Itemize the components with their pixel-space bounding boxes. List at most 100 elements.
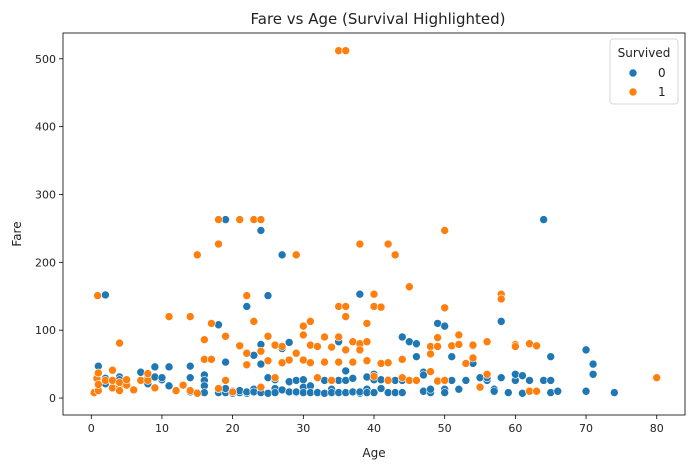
data-point-survived-0	[291, 387, 301, 397]
data-point-survived-0	[376, 384, 386, 393]
data-point-survived-1	[94, 380, 103, 389]
data-point-survived-0	[263, 291, 273, 300]
y-tick-label: 0	[49, 392, 56, 405]
y-tick-label: 500	[35, 53, 56, 66]
data-point-survived-1	[496, 294, 506, 304]
data-point-survived-0	[405, 337, 414, 347]
data-point-survived-1	[362, 319, 372, 328]
data-point-survived-1	[313, 342, 322, 351]
y-axis-label: Fare	[10, 221, 24, 246]
data-point-survived-1	[108, 376, 117, 385]
data-point-survived-0	[200, 388, 209, 397]
data-point-survived-0	[249, 387, 259, 397]
plot-frame	[62, 32, 686, 416]
data-point-survived-1	[200, 335, 209, 344]
data-point-survived-1	[511, 342, 520, 351]
data-point-survived-0	[242, 302, 252, 311]
data-point-survived-1	[433, 376, 442, 386]
data-point-survived-1	[242, 360, 252, 370]
data-point-survived-0	[397, 388, 407, 397]
data-point-survived-1	[108, 365, 117, 375]
data-point-survived-1	[341, 46, 351, 55]
data-point-survived-1	[214, 384, 223, 393]
data-point-survived-1	[390, 250, 400, 260]
data-point-survived-1	[327, 376, 336, 385]
data-point-survived-1	[249, 317, 259, 326]
x-tick-label: 50	[438, 422, 452, 435]
data-point-survived-1	[440, 226, 449, 235]
data-point-survived-0	[588, 359, 598, 369]
data-point-survived-1	[171, 386, 181, 395]
data-point-survived-0	[157, 373, 167, 382]
legend-title: Survived	[618, 46, 671, 60]
y-tick-label: 100	[35, 324, 56, 337]
data-point-survived-0	[588, 369, 598, 379]
data-point-survived-1	[306, 358, 315, 368]
data-point-survived-1	[192, 388, 202, 398]
data-point-survived-1	[143, 369, 153, 378]
data-point-survived-0	[539, 215, 548, 224]
data-point-survived-1	[207, 355, 216, 364]
data-point-survived-1	[341, 302, 351, 311]
x-tick-label: 80	[650, 422, 664, 435]
data-point-survived-0	[256, 226, 266, 235]
legend-label-0: 0	[658, 66, 666, 80]
data-point-survived-0	[185, 373, 195, 382]
data-point-survived-1	[426, 349, 435, 359]
data-point-survived-0	[496, 373, 506, 382]
legend-marker-1	[628, 87, 638, 97]
data-point-survived-1	[122, 375, 131, 385]
data-point-survived-1	[221, 331, 230, 341]
x-tick-label: 70	[579, 422, 593, 435]
data-point-survived-1	[369, 289, 379, 299]
data-point-survived-1	[270, 340, 280, 350]
data-point-survived-1	[454, 340, 464, 349]
data-point-survived-1	[263, 331, 273, 341]
data-point-survived-1	[362, 337, 372, 347]
data-point-survived-0	[136, 367, 146, 377]
data-point-survived-1	[369, 302, 379, 311]
x-axis: 0 10 20 30 40 50 60 70 80	[88, 415, 664, 435]
data-point-survived-1	[532, 341, 541, 351]
data-point-survived-0	[440, 388, 449, 397]
data-point-survived-0	[461, 376, 471, 385]
data-point-survived-1	[129, 385, 138, 395]
data-point-survived-1	[433, 342, 442, 351]
data-point-survived-0	[525, 376, 534, 385]
data-point-survived-1	[397, 355, 407, 364]
y-tick-label: 400	[35, 121, 56, 134]
x-tick-label: 0	[88, 422, 95, 435]
data-point-survived-1	[256, 382, 266, 392]
data-point-survived-0	[101, 290, 110, 300]
data-point-survived-1	[348, 337, 358, 347]
data-point-survived-1	[341, 312, 351, 321]
data-point-survived-1	[652, 373, 662, 382]
data-point-survived-1	[178, 380, 188, 390]
legend-box	[609, 38, 679, 105]
data-point-survived-0	[447, 352, 457, 361]
data-point-survived-0	[518, 388, 527, 398]
data-point-survived-0	[341, 376, 351, 385]
data-point-survived-1	[214, 239, 223, 249]
data-point-survived-0	[419, 370, 428, 380]
data-point-survived-0	[355, 289, 365, 299]
data-point-survived-1	[207, 319, 216, 328]
data-point-survived-1	[115, 338, 124, 348]
y-tick-label: 200	[35, 256, 56, 269]
data-point-survived-1	[185, 312, 195, 321]
data-point-survived-1	[482, 369, 492, 379]
data-point-survived-1	[320, 357, 329, 367]
data-point-survived-1	[150, 383, 160, 393]
data-point-survived-1	[440, 303, 449, 313]
data-point-survived-1	[426, 367, 435, 376]
data-point-survived-1	[242, 348, 252, 358]
data-point-survived-1	[468, 340, 478, 350]
data-point-survived-1	[93, 291, 102, 300]
data-point-survived-0	[581, 386, 591, 396]
data-point-survived-0	[546, 376, 556, 385]
data-point-survived-0	[284, 338, 294, 347]
data-points	[89, 46, 662, 398]
data-point-survived-0	[313, 388, 322, 397]
